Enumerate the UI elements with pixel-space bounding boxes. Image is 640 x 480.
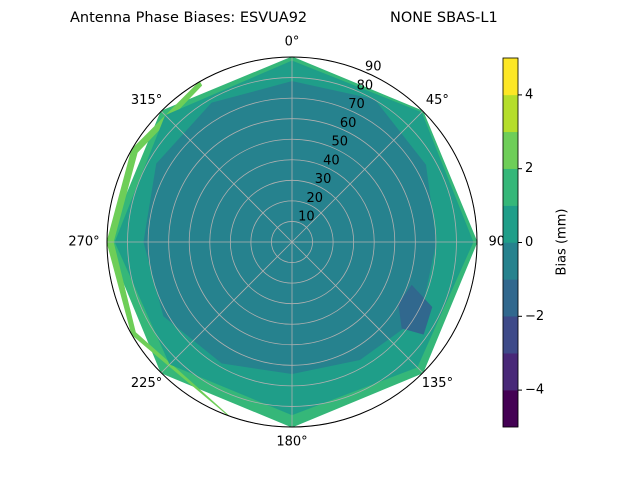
colorbar-band [502,168,519,206]
colorbar-tick-label: 2 [525,161,533,176]
chart-title: Antenna Phase Biases: ESVUA92 [70,10,307,26]
colorbar-tick-label: 0 [525,235,533,250]
grid-spoke [291,110,424,243]
polar-frame [106,56,478,428]
r-tick-label: 80 [357,78,374,93]
colorbar-label: Bias (mm) [555,209,570,276]
r-tick-label: 60 [340,116,357,131]
contour-region [398,285,433,335]
colorbar-band [502,131,519,169]
colorbar-tick-label: −2 [525,309,544,324]
colorbar-band [502,316,519,354]
r-tick-label: 90 [365,59,382,74]
colorbar-band [502,57,519,96]
colorbar-tick-label: −4 [525,383,544,398]
grid-spoke [160,241,293,374]
colorbar-tick-label: 4 [525,87,533,102]
r-tick-label: 20 [306,191,323,206]
contour-region [107,81,230,417]
theta-tick-label: 45° [426,93,449,108]
r-tick-label: 30 [315,172,332,187]
colorbar-band [502,242,519,280]
theta-tick-label: 135° [422,376,453,391]
colorbar-band [502,279,519,317]
theta-tick-label: 225° [131,376,162,391]
grid-spoke [160,110,293,243]
grid-spoke [291,241,424,374]
r-tick-label: 70 [348,97,365,112]
r-tick-label: 10 [298,210,315,225]
colorbar-band [502,94,519,133]
colorbar-band [502,352,519,391]
theta-tick-label: 180° [276,435,307,450]
colorbar-band [502,205,519,243]
colorbar-band [502,389,519,428]
chart-subtitle: NONE SBAS-L1 [390,10,498,26]
r-tick-label: 40 [323,153,340,168]
theta-tick-label: 315° [131,93,162,108]
theta-tick-label: 0° [285,35,300,50]
theta-tick-label: 270° [68,235,99,250]
r-tick-label: 50 [332,135,349,150]
